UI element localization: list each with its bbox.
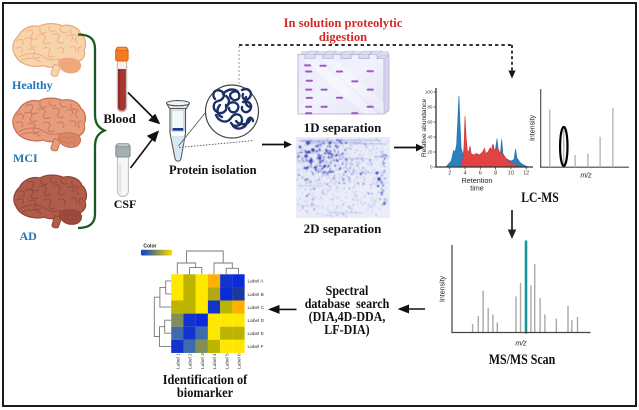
svg-text:Intensity: Intensity xyxy=(530,114,537,141)
svg-text:8: 8 xyxy=(494,171,497,177)
svg-text:Label C: Label C xyxy=(248,305,265,311)
svg-text:80: 80 xyxy=(427,105,433,110)
svg-text:Label 2: Label 2 xyxy=(188,353,194,369)
svg-text:100: 100 xyxy=(425,90,433,95)
svg-text:60: 60 xyxy=(427,120,433,125)
svg-text:Relative abundance: Relative abundance xyxy=(421,99,428,158)
svg-text:Label 4: Label 4 xyxy=(212,353,218,369)
svg-text:m/z: m/z xyxy=(580,173,592,180)
svg-text:40: 40 xyxy=(427,135,433,140)
svg-text:Retention: Retention xyxy=(462,176,493,185)
svg-text:Label A: Label A xyxy=(248,279,265,285)
svg-text:Label B: Label B xyxy=(248,292,264,298)
svg-text:Label 3: Label 3 xyxy=(200,353,206,369)
svg-text:12: 12 xyxy=(523,171,529,177)
svg-text:20: 20 xyxy=(427,150,433,155)
svg-text:Label 1: Label 1 xyxy=(176,353,182,369)
svg-text:Label D: Label D xyxy=(248,318,265,324)
svg-text:Intensity: Intensity xyxy=(440,275,447,302)
svg-text:0: 0 xyxy=(430,165,433,170)
svg-text:m/z: m/z xyxy=(515,341,527,348)
svg-text:6: 6 xyxy=(479,171,482,177)
svg-text:Label F: Label F xyxy=(248,344,264,350)
svg-text:Color: Color xyxy=(143,244,156,250)
svg-text:Label E: Label E xyxy=(248,331,264,337)
svg-text:Label 5: Label 5 xyxy=(224,353,230,369)
svg-text:time: time xyxy=(470,184,484,193)
svg-text:10: 10 xyxy=(508,171,514,177)
svg-text:2: 2 xyxy=(448,171,451,177)
svg-text:Label 6: Label 6 xyxy=(237,353,243,369)
svg-text:4: 4 xyxy=(464,171,467,177)
